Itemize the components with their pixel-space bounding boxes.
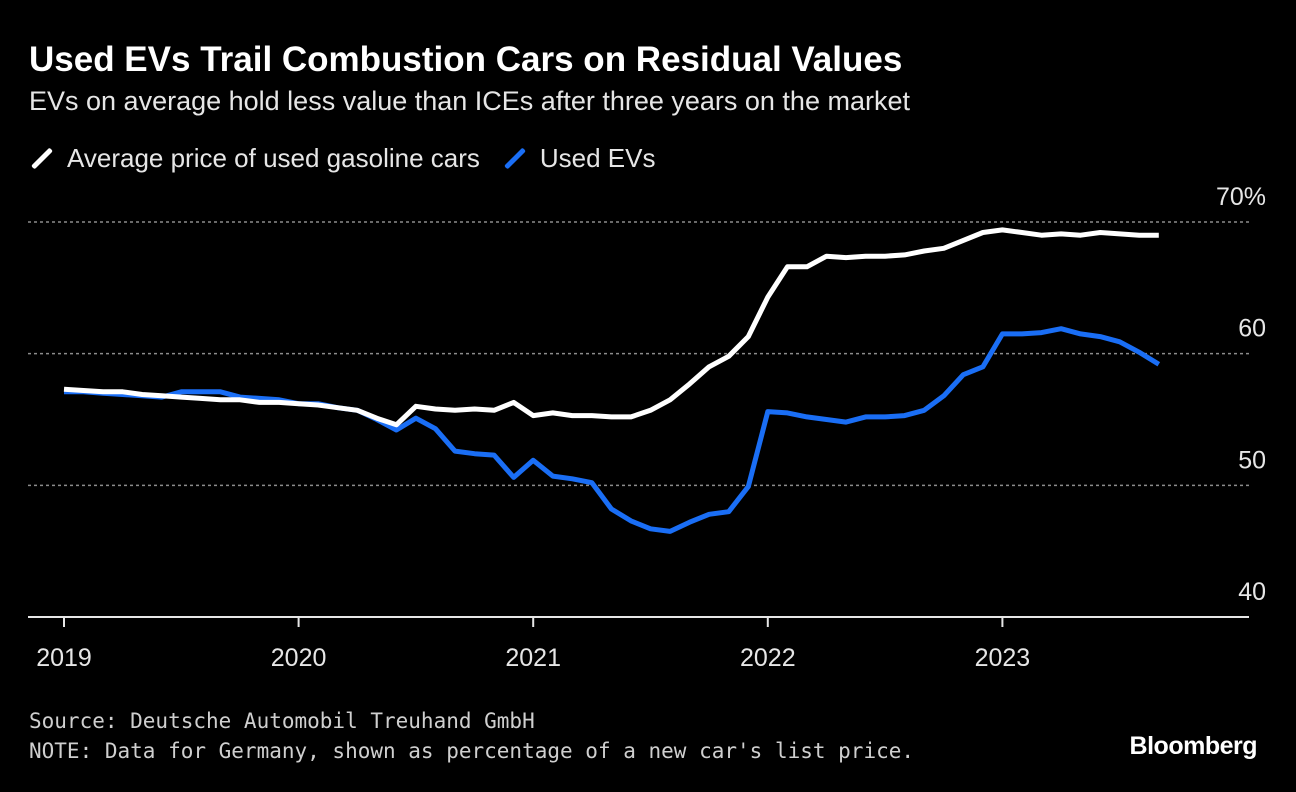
x-axis-ticks: 2019 2020 2021 2022 2023 [36, 617, 1030, 672]
legend: Average price of used gasoline cars Used… [29, 143, 678, 174]
x-tick-label-2021: 2021 [505, 644, 561, 672]
series-lines [63, 227, 1161, 534]
y-tick-label-60: 60 [1238, 315, 1266, 343]
legend-label-ev: Used EVs [539, 143, 656, 173]
legend-item-ev: Used EVs [502, 143, 656, 174]
chart-title: Used EVs Trail Combustion Cars on Residu… [29, 40, 903, 79]
y-tick-label-70: 70% [1216, 183, 1266, 211]
x-tick-label-2020: 2020 [271, 644, 327, 672]
chart-subtitle: EVs on average hold less value than ICEs… [29, 86, 910, 116]
series-line-ev [64, 326, 1161, 534]
x-tick-label-2023: 2023 [975, 644, 1031, 672]
y-tick-label-40: 40 [1238, 578, 1266, 606]
x-tick-label-2022: 2022 [740, 644, 796, 672]
x-tick-label-2019: 2019 [36, 644, 92, 672]
bloomberg-logo: Bloomberg [1129, 732, 1258, 760]
data-note: NOTE: Data for Germany, shown as percent… [29, 739, 915, 763]
source-note: Source: Deutsche Automobil Treuhand GmbH [29, 709, 535, 733]
series-line-gasoline [63, 227, 1159, 428]
legend-label-gasoline: Average price of used gasoline cars [67, 143, 480, 173]
gridlines [28, 221, 1249, 487]
legend-item-gasoline: Average price of used gasoline cars [29, 143, 480, 174]
y-tick-label-50: 50 [1238, 446, 1266, 474]
y-axis-ticks: 40 50 60 70% [1216, 183, 1266, 606]
